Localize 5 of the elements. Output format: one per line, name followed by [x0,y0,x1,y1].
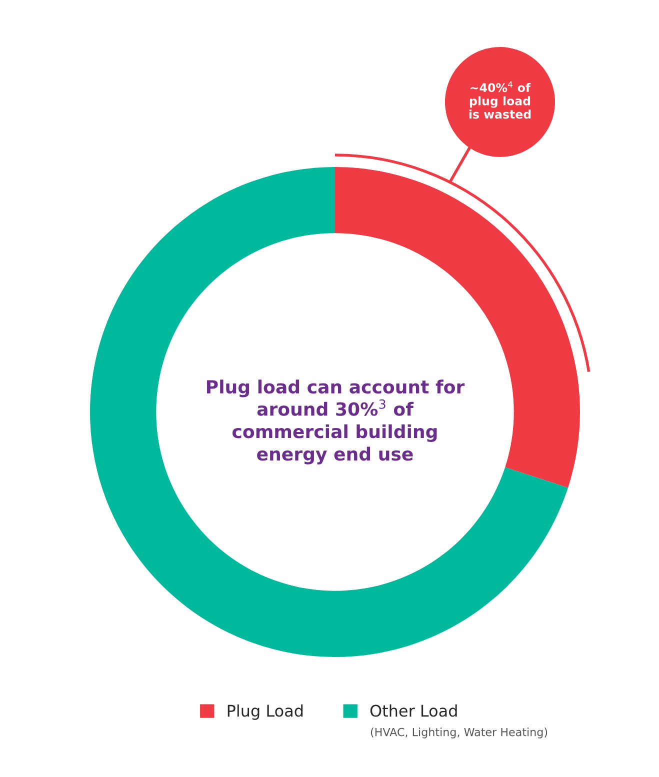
legend-label: Plug Load [228,704,303,720]
legend-label: Other Load [370,704,457,717]
text: Plug load can account for around 30%$^{3}$ of commercial building energy end use [207,380,465,464]
text: ~40%$^{4}$ of plug load is wasted [469,81,531,119]
text: (HVAC, Lighting, Water Heating) [370,728,548,738]
